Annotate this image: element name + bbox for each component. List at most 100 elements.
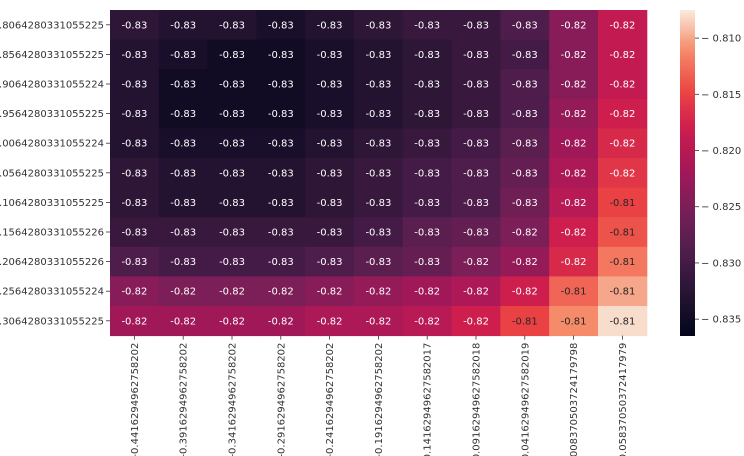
- cell-value-label: -0.83: [170, 50, 196, 61]
- heatmap-cell: [402, 217, 453, 248]
- heatmap-cell: [110, 98, 160, 129]
- cell-value-label: -0.81: [512, 316, 538, 327]
- heatmap-cell: [354, 128, 404, 159]
- cell-value-label: -0.83: [512, 20, 538, 31]
- cell-value-label: -0.83: [317, 50, 343, 61]
- x-tick-label: -0.14162949627582017: [423, 343, 434, 456]
- heatmap-cell: [207, 246, 257, 277]
- heatmap-cell: [598, 158, 648, 189]
- cell-value-label: -0.83: [463, 198, 489, 209]
- cell-value-label: -0.83: [365, 168, 391, 179]
- heatmap-cell: [402, 98, 453, 129]
- cell-value-label: -0.82: [365, 287, 391, 298]
- cell-value-label: -0.82: [561, 168, 587, 179]
- heatmap-cell: [549, 187, 599, 218]
- x-tick-label: -0.04162949627582019: [520, 343, 531, 456]
- cell-value-label: -0.83: [317, 228, 343, 239]
- y-tick-label: 0.9564280331055225: [0, 109, 104, 120]
- heatmap-cell: [500, 98, 550, 129]
- heatmap-cell: [451, 39, 501, 70]
- cell-value-label: -0.82: [609, 80, 635, 91]
- cell-value-label: -0.82: [170, 316, 196, 327]
- heatmap-cell: [598, 128, 648, 159]
- cell-value-label: -0.83: [170, 168, 196, 179]
- cell-value-label: -0.82: [121, 287, 147, 298]
- x-tick-label: -0.3416294962758202: [228, 343, 239, 456]
- heatmap-cell: [256, 276, 306, 307]
- cell-value-label: -0.82: [609, 50, 635, 61]
- cell-value-label: -0.83: [414, 20, 440, 31]
- y-tick-label: 1.0064280331055224: [0, 139, 104, 150]
- cell-value-label: -0.83: [268, 50, 294, 61]
- heatmap-cell: [402, 158, 453, 189]
- cell-value-label: -0.82: [414, 316, 440, 327]
- cell-value-label: -0.82: [609, 168, 635, 179]
- cell-value-label: -0.83: [121, 139, 147, 150]
- heatmap-cell: [354, 217, 404, 248]
- heatmap-cell: [451, 246, 501, 277]
- cell-value-label: -0.83: [219, 228, 245, 239]
- cell-value-label: -0.83: [463, 109, 489, 120]
- cell-value-label: -0.83: [414, 198, 440, 209]
- y-tick-label: 0.9064280331055224: [0, 80, 104, 91]
- cell-value-label: -0.83: [219, 168, 245, 179]
- heatmap-cell: [354, 187, 404, 218]
- heatmap-cell: [256, 158, 306, 189]
- cell-value-label: -0.83: [219, 257, 245, 268]
- cell-value-label: -0.83: [512, 168, 538, 179]
- y-tick-label: 0.8064280331055225: [0, 20, 104, 31]
- heatmap-cell: [207, 10, 257, 41]
- heatmap-cell: [500, 217, 550, 248]
- cell-value-label: -0.83: [317, 257, 343, 268]
- cell-value-label: -0.83: [317, 168, 343, 179]
- x-tick-label: 0.05837050372417979: [618, 343, 629, 456]
- heatmap-cell: [549, 246, 599, 277]
- cell-value-label: -0.83: [268, 168, 294, 179]
- cell-value-label: -0.82: [561, 228, 587, 239]
- heatmap-cells: -0.83 -0.83 -0.83 -0.83 -0.83 -0.83 -0.83 -0.83…: [110, 10, 648, 337]
- heatmap-cell: [305, 217, 355, 248]
- cell-value-label: -0.82: [317, 287, 343, 298]
- cell-value-label: -0.83: [365, 257, 391, 268]
- cell-value-label: -0.83: [365, 80, 391, 91]
- cell-value-label: -0.81: [561, 287, 587, 298]
- heatmap-cell: [110, 69, 160, 100]
- cell-value-label: -0.83: [463, 168, 489, 179]
- heatmap-cell: [256, 306, 306, 337]
- heatmap-cell: [500, 10, 550, 41]
- heatmap-cell: [158, 39, 209, 70]
- heatmap-cell: [207, 158, 257, 189]
- heatmap-cell: [158, 217, 209, 248]
- cell-value-label: -0.83: [317, 20, 343, 31]
- heatmap-cell: [305, 158, 355, 189]
- heatmap-cell: [158, 158, 209, 189]
- cell-value-label: -0.83: [170, 139, 196, 150]
- heatmap-cell: [207, 187, 257, 218]
- heatmap-cell: [402, 187, 453, 218]
- heatmap-cell: [402, 10, 453, 41]
- cell-value-label: -0.82: [609, 139, 635, 150]
- heatmap-cell: [500, 246, 550, 277]
- heatmap-cell: [500, 39, 550, 70]
- cell-value-label: -0.82: [561, 50, 587, 61]
- cell-value-label: -0.83: [121, 50, 147, 61]
- heatmap-cell: [305, 128, 355, 159]
- cell-value-label: -0.83: [365, 228, 391, 239]
- heatmap-cell: [256, 69, 306, 100]
- cell-value-label: -0.83: [268, 139, 294, 150]
- heatmap-cell: [402, 69, 453, 100]
- cell-value-label: -0.83: [219, 20, 245, 31]
- cell-value-label: -0.81: [561, 316, 587, 327]
- cell-value-label: -0.83: [512, 109, 538, 120]
- cell-value-label: -0.83: [268, 257, 294, 268]
- heatmap-cell: [598, 276, 648, 307]
- colorbar-tick-label: − 0.830: [701, 258, 741, 269]
- cell-value-label: -0.82: [317, 316, 343, 327]
- heatmap-cell: [158, 187, 209, 218]
- cell-value-label: -0.83: [463, 80, 489, 91]
- heatmap-cell: [158, 98, 209, 129]
- heatmap-cell: [598, 10, 648, 41]
- heatmap-cell: [110, 158, 160, 189]
- heatmap-cell: [354, 98, 404, 129]
- cell-value-label: -0.83: [268, 228, 294, 239]
